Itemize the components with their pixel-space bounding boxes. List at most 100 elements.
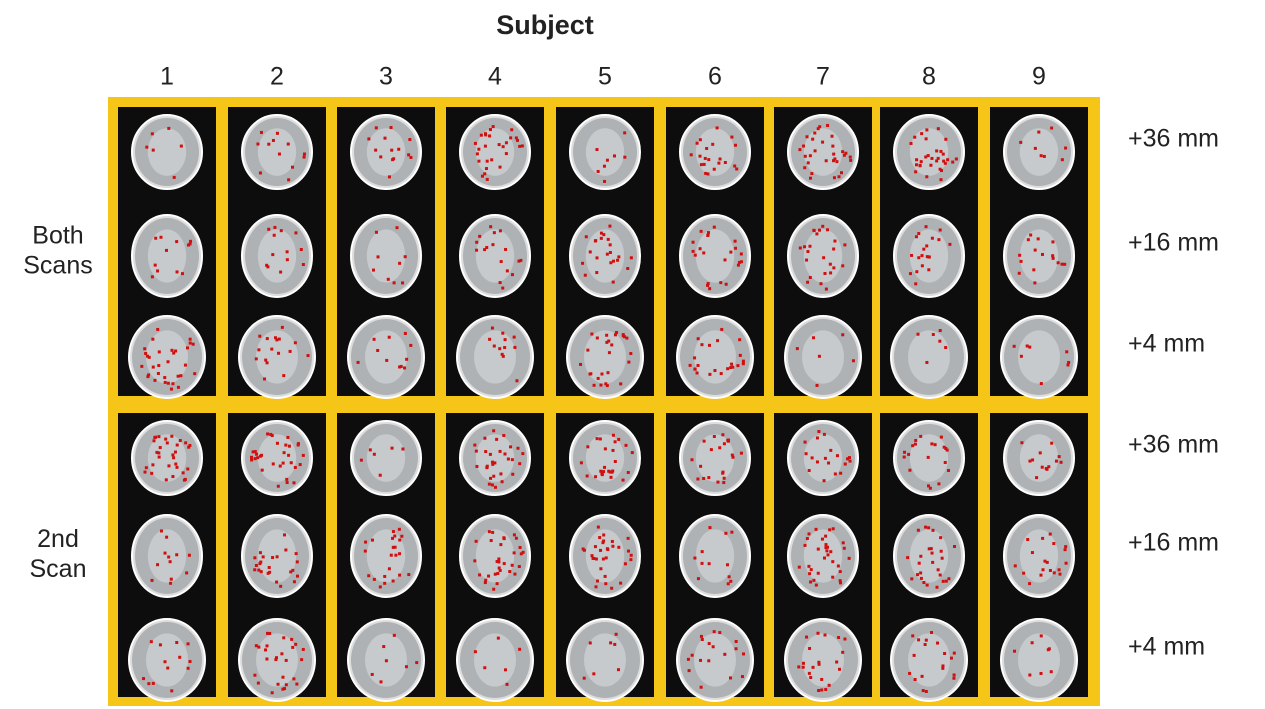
activation — [263, 377, 267, 381]
activation — [599, 236, 603, 240]
activation — [295, 560, 299, 564]
activation — [917, 561, 921, 565]
activation — [367, 137, 371, 141]
activation — [473, 650, 477, 654]
activation — [626, 470, 630, 474]
activation — [489, 225, 493, 229]
activation — [605, 340, 609, 344]
activation — [698, 154, 702, 158]
activation — [945, 448, 949, 452]
activation — [707, 642, 711, 646]
activation — [942, 445, 946, 449]
activation — [712, 434, 716, 438]
activation — [808, 154, 812, 158]
activation — [284, 683, 288, 687]
activation — [495, 437, 499, 441]
activation — [922, 580, 926, 584]
activation — [608, 243, 612, 247]
activation — [151, 463, 155, 467]
activation — [947, 577, 951, 581]
activation — [253, 673, 257, 677]
activation — [502, 433, 506, 437]
activation — [741, 359, 745, 363]
activation — [149, 640, 153, 644]
activation — [292, 580, 296, 584]
activation — [700, 550, 704, 554]
activation — [911, 444, 915, 448]
activation — [602, 533, 606, 537]
activation — [806, 280, 810, 284]
activation — [253, 568, 257, 572]
activation — [363, 549, 367, 553]
activation — [816, 127, 820, 131]
activation — [491, 462, 495, 466]
brain-core — [585, 434, 625, 482]
activation — [922, 247, 926, 251]
activation — [798, 148, 802, 152]
activation — [602, 470, 606, 474]
activation — [820, 677, 824, 681]
activation — [920, 674, 924, 678]
activation — [1048, 568, 1052, 572]
activation — [823, 633, 827, 637]
activation — [1025, 344, 1029, 348]
activation — [733, 143, 737, 147]
activation — [702, 162, 706, 166]
activation — [823, 556, 827, 560]
activation — [266, 432, 270, 436]
brain-core — [147, 128, 187, 176]
activation — [807, 469, 811, 473]
activation — [521, 550, 525, 554]
activation — [401, 281, 405, 285]
activation — [498, 449, 502, 453]
activation — [1039, 634, 1043, 638]
activation — [282, 374, 286, 378]
activation — [616, 668, 620, 672]
activation — [1019, 140, 1023, 144]
activation — [812, 228, 816, 232]
activation — [1039, 382, 1043, 386]
activation — [265, 337, 269, 341]
activation — [691, 249, 695, 253]
activation — [493, 461, 497, 465]
activation — [607, 351, 611, 355]
activation — [813, 131, 817, 135]
brain-core — [584, 330, 626, 384]
activation — [822, 432, 826, 436]
activation — [807, 532, 811, 536]
activation — [265, 644, 269, 648]
activation — [505, 269, 509, 273]
activation — [740, 675, 744, 679]
activation — [182, 478, 186, 482]
activation — [832, 152, 836, 156]
activation — [275, 555, 279, 559]
activation — [813, 149, 817, 153]
activation — [485, 245, 489, 249]
activation — [808, 572, 812, 576]
activation — [606, 548, 610, 552]
activation — [832, 247, 836, 251]
activation — [712, 225, 716, 229]
activation — [718, 446, 722, 450]
activation — [690, 653, 694, 657]
activation — [1013, 564, 1017, 568]
activation — [585, 474, 589, 478]
activation — [178, 655, 182, 659]
brain-core — [584, 633, 626, 687]
activation — [176, 374, 180, 378]
activation — [398, 261, 402, 265]
activation — [500, 480, 504, 484]
activation — [514, 536, 518, 540]
activation — [391, 545, 395, 549]
activation — [480, 174, 484, 178]
figure-title: Subject — [496, 10, 594, 40]
activation — [728, 676, 732, 680]
activation — [812, 336, 816, 340]
activation — [610, 470, 614, 474]
activation — [253, 450, 257, 454]
activation — [261, 555, 265, 559]
activation — [367, 574, 371, 578]
activation — [829, 550, 833, 554]
activation — [257, 348, 261, 352]
activation — [1042, 154, 1046, 158]
